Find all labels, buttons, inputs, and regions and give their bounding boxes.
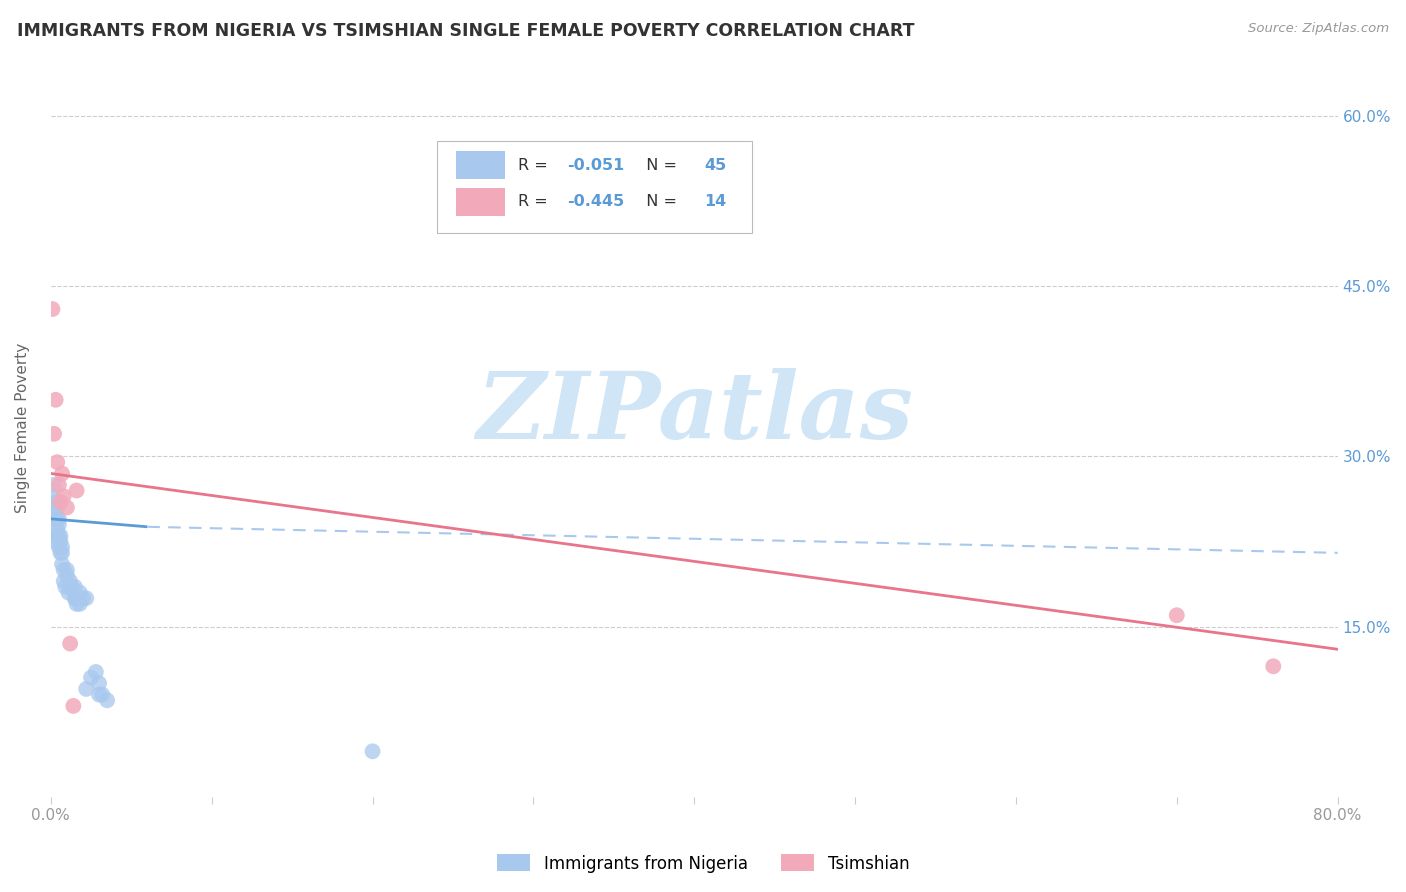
Point	[58, 585, 80, 599]
Point	[69, 585, 91, 599]
Legend: Immigrants from Nigeria, Tsimshian: Immigrants from Nigeria, Tsimshian	[491, 847, 915, 880]
Point	[48, 540, 70, 554]
Text: Source: ZipAtlas.com: Source: ZipAtlas.com	[1249, 22, 1389, 36]
Point	[48, 529, 70, 543]
Point	[46, 455, 69, 469]
Point	[53, 580, 76, 594]
Point	[91, 688, 114, 702]
Text: R =: R =	[517, 194, 553, 210]
Point	[80, 671, 103, 685]
Point	[59, 637, 82, 651]
Point	[56, 500, 79, 515]
Point	[46, 523, 69, 537]
Text: -0.445: -0.445	[567, 194, 624, 210]
Point	[65, 483, 87, 498]
Point	[59, 574, 82, 589]
Point	[45, 512, 67, 526]
Point	[1263, 659, 1285, 673]
Point	[87, 676, 110, 690]
FancyBboxPatch shape	[456, 151, 505, 179]
Point	[51, 558, 73, 572]
Point	[52, 563, 75, 577]
Point	[96, 693, 118, 707]
Point	[49, 495, 72, 509]
Point	[46, 512, 69, 526]
Point	[51, 546, 73, 560]
Point	[84, 665, 107, 679]
Point	[87, 688, 110, 702]
Point	[51, 467, 73, 481]
Text: R =: R =	[517, 158, 553, 172]
Point	[63, 591, 86, 606]
Point	[42, 426, 65, 441]
Point	[75, 681, 97, 696]
Point	[63, 580, 86, 594]
Point	[48, 517, 70, 532]
Point	[45, 495, 67, 509]
Text: -0.051: -0.051	[567, 158, 624, 172]
Point	[42, 529, 65, 543]
Point	[72, 591, 94, 606]
FancyBboxPatch shape	[456, 188, 505, 216]
Point	[56, 568, 79, 582]
Text: ZIPatlas: ZIPatlas	[475, 368, 912, 458]
Point	[361, 744, 384, 758]
Text: 14: 14	[704, 194, 727, 210]
Point	[60, 580, 83, 594]
Point	[75, 591, 97, 606]
Point	[48, 512, 70, 526]
Point	[41, 301, 63, 316]
Point	[49, 546, 72, 560]
Point	[65, 597, 87, 611]
Point	[42, 506, 65, 520]
Text: N =: N =	[637, 194, 682, 210]
Point	[49, 529, 72, 543]
Point	[42, 478, 65, 492]
Point	[45, 534, 67, 549]
Point	[56, 563, 79, 577]
Text: 45: 45	[704, 158, 727, 172]
Point	[48, 478, 70, 492]
Point	[52, 489, 75, 503]
Point	[46, 500, 69, 515]
Point	[63, 591, 86, 606]
FancyBboxPatch shape	[437, 141, 752, 233]
Point	[52, 574, 75, 589]
Y-axis label: Single Female Poverty: Single Female Poverty	[15, 343, 30, 513]
Point	[62, 698, 84, 713]
Text: N =: N =	[637, 158, 682, 172]
Point	[41, 489, 63, 503]
Point	[1166, 608, 1188, 623]
Point	[59, 580, 82, 594]
Point	[69, 597, 91, 611]
Point	[51, 540, 73, 554]
Point	[45, 392, 67, 407]
Text: IMMIGRANTS FROM NIGERIA VS TSIMSHIAN SINGLE FEMALE POVERTY CORRELATION CHART: IMMIGRANTS FROM NIGERIA VS TSIMSHIAN SIN…	[17, 22, 914, 40]
Point	[49, 534, 72, 549]
